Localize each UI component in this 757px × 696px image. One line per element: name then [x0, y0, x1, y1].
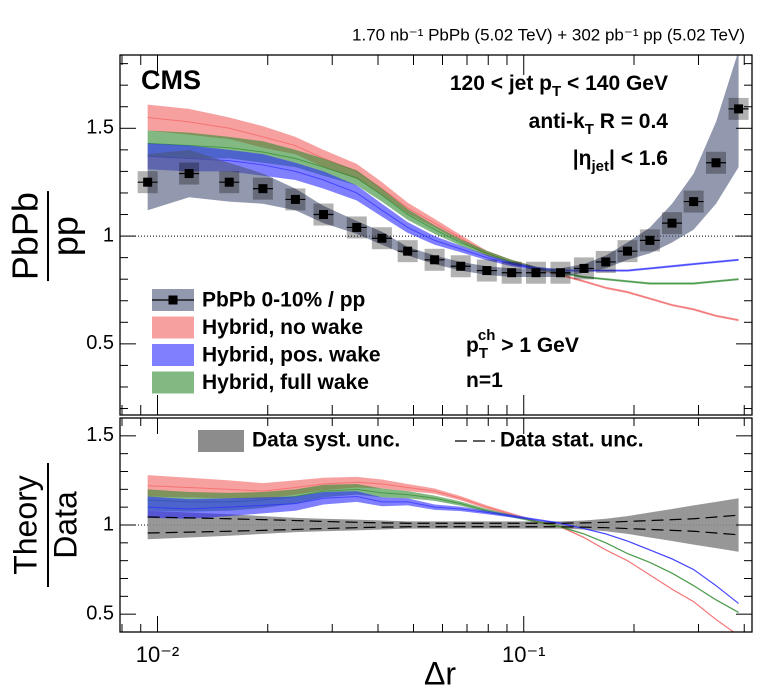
- data-point: [184, 169, 194, 179]
- y-tick-label: 0.5: [86, 602, 114, 624]
- theory-line: [147, 481, 735, 632]
- annotation-part: jet: [590, 158, 609, 175]
- y-label-numerator: PbPb: [5, 192, 46, 280]
- legend-swatch: [152, 344, 194, 366]
- legend-swatch: [152, 371, 194, 394]
- y-tick-label: 1: [103, 224, 114, 246]
- theory-line: [147, 155, 739, 272]
- stat-band-edge: [147, 514, 739, 524]
- y-label-denominator: Data: [47, 491, 83, 559]
- data-point: [645, 235, 655, 245]
- data-point: [622, 246, 632, 256]
- annotation: 120 < jet pT < 140 GeV: [450, 72, 668, 100]
- y-tick-label: 0.5: [86, 332, 114, 354]
- stat-band-edge: [147, 526, 739, 536]
- header: 1.70 nb⁻¹ PbPb (5.02 TeV) + 302 pb⁻¹ pp …: [352, 25, 745, 44]
- frame: [119, 54, 753, 416]
- data-point: [579, 263, 589, 273]
- data-point: [734, 104, 744, 114]
- annotation-part: p: [466, 334, 479, 357]
- data-point: [403, 246, 413, 256]
- data-point: [689, 197, 699, 207]
- x-label: Δr: [424, 655, 456, 691]
- data-point: [482, 266, 492, 276]
- annotation: |ηjet| < 1.6: [573, 147, 668, 175]
- data-point: [531, 268, 541, 278]
- y-tick-label: 1: [103, 513, 114, 535]
- y-label: Theory Data: [7, 463, 83, 587]
- theory-band: [147, 143, 739, 272]
- y-label-denominator: pp: [45, 216, 86, 256]
- data-point: [711, 158, 721, 168]
- x-tick-label: 10⁻¹: [502, 642, 545, 667]
- legend-label: Hybrid, full wake: [202, 371, 369, 394]
- annotation-part: T: [585, 121, 594, 138]
- y-tick-label: 1.5: [86, 117, 114, 139]
- annotation-part: 120 < jet p: [450, 72, 552, 95]
- annotation-part: |η: [573, 147, 592, 170]
- theory-band: [147, 491, 739, 605]
- annotation-part: > 1 GeV: [495, 334, 578, 357]
- y-tick-label: 1.5: [86, 424, 114, 446]
- theory-line: [147, 142, 739, 285]
- annotation-part: < 140 GeV: [561, 72, 668, 95]
- legend-label: Hybrid, no wake: [202, 316, 363, 339]
- legend-label: Data syst. unc.: [252, 429, 400, 452]
- data-point: [430, 255, 440, 265]
- annotation-part: anti-k: [529, 110, 585, 133]
- data-point: [258, 184, 268, 194]
- legend-swatch: [198, 430, 244, 452]
- data-point: [507, 268, 517, 278]
- data-point: [352, 222, 362, 232]
- x-tick-label: 10⁻²: [136, 642, 179, 667]
- annotation-part: | < 1.6: [609, 147, 668, 170]
- data-point: [319, 210, 329, 220]
- y-label-numerator: Theory: [7, 475, 43, 575]
- theory-band: [147, 483, 739, 614]
- data-point: [377, 233, 387, 243]
- plot-area: [120, 475, 752, 632]
- legend-label: Hybrid, pos. wake: [202, 344, 381, 367]
- y-label: PbPb pp: [5, 191, 86, 282]
- data-point: [143, 177, 153, 187]
- legend-label: Data stat. unc.: [500, 429, 644, 452]
- theory-band: [147, 130, 739, 285]
- syst-band: [147, 498, 739, 552]
- annotation-part: T: [552, 83, 561, 100]
- annotation: n=1: [466, 369, 503, 392]
- data-point: [667, 218, 677, 228]
- data-point: [456, 261, 466, 271]
- legend-marker: [168, 295, 178, 305]
- data-point: [224, 177, 234, 187]
- annotation-part: R = 0.4: [594, 110, 668, 133]
- annotation: pTch > 1 GeV: [466, 327, 579, 362]
- chart-title: CMS: [141, 65, 201, 95]
- theory-band: [147, 475, 735, 632]
- data-point: [290, 194, 300, 204]
- theory-band: [147, 104, 739, 322]
- annotation-part: ch: [478, 327, 496, 344]
- legend-swatch: [152, 316, 194, 339]
- annotation: anti-kT R = 0.4: [529, 110, 669, 138]
- legend-label: PbPb 0-10% / pp: [202, 289, 365, 312]
- annotation-part: T: [479, 345, 488, 362]
- data-point: [555, 268, 565, 278]
- data-point: [601, 257, 611, 267]
- theory-line: [147, 495, 739, 604]
- annotation-part: n=1: [466, 369, 503, 392]
- plot-area: [120, 55, 752, 322]
